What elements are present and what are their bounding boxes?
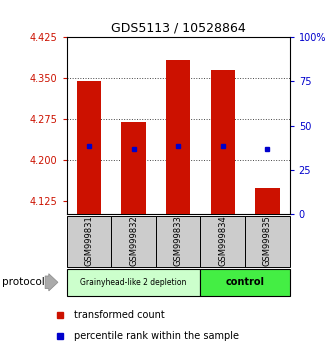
Bar	[255, 188, 280, 214]
Bar	[67, 269, 200, 296]
Bar	[77, 81, 101, 214]
Bar	[200, 216, 245, 267]
Text: control: control	[225, 277, 265, 287]
Bar	[121, 121, 146, 214]
Title: GDS5113 / 10528864: GDS5113 / 10528864	[111, 22, 245, 35]
Bar	[67, 216, 111, 267]
Bar	[210, 70, 235, 214]
Text: GSM999834: GSM999834	[218, 215, 227, 266]
Text: GSM999831: GSM999831	[84, 215, 94, 266]
Bar	[111, 216, 156, 267]
Bar	[166, 60, 190, 214]
Text: protocol: protocol	[2, 277, 44, 287]
Text: percentile rank within the sample: percentile rank within the sample	[74, 331, 239, 341]
Text: GSM999833: GSM999833	[173, 215, 183, 266]
FancyArrow shape	[45, 274, 58, 291]
Text: GSM999832: GSM999832	[129, 215, 138, 266]
Bar	[156, 216, 200, 267]
Bar	[245, 216, 290, 267]
Text: GSM999835: GSM999835	[263, 215, 272, 266]
Bar	[200, 269, 290, 296]
Text: Grainyhead-like 2 depletion: Grainyhead-like 2 depletion	[80, 278, 187, 287]
Text: transformed count: transformed count	[74, 310, 165, 320]
